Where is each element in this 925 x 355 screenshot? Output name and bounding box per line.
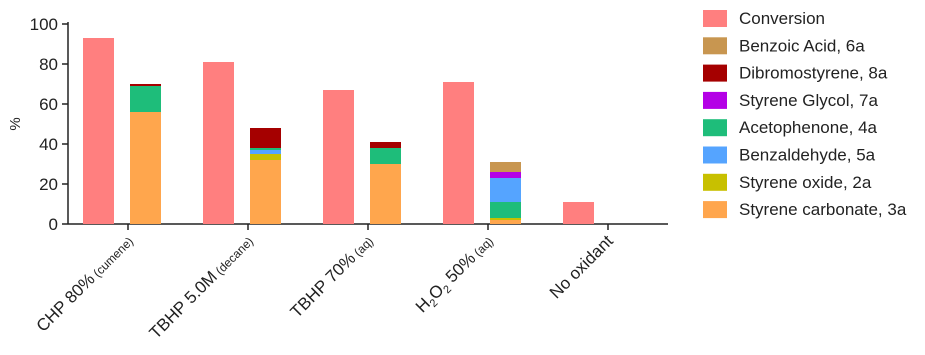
x-category-label: TBHP 70% (aq) <box>287 231 377 321</box>
y-tick-label: 40 <box>39 135 58 154</box>
stacked-bar-segment <box>130 84 161 86</box>
stacked-bar-segment <box>370 148 401 164</box>
stacked-bar-segment <box>490 178 521 202</box>
stacked-bar-segment <box>490 202 521 218</box>
legend-label: Styrene Glycol, 7a <box>739 91 878 110</box>
y-tick-label: 60 <box>39 95 58 114</box>
stacked-bar-segment <box>490 172 521 178</box>
x-category-label: CHP 80% (cumene) <box>33 231 137 335</box>
stacked-bar-segment <box>250 154 281 160</box>
stacked-bar-segment <box>490 162 521 172</box>
conversion-bar <box>203 62 234 224</box>
legend-swatch <box>703 10 727 27</box>
legend-label: Styrene carbonate, 3a <box>739 200 907 219</box>
stacked-bar-segment <box>250 160 281 224</box>
legend-label: Dibromostyrene, 8a <box>739 64 888 83</box>
conversion-bar <box>443 82 474 224</box>
legend-swatch <box>703 201 727 219</box>
stacked-bar-segment <box>490 218 521 220</box>
conversion-bar <box>83 38 114 224</box>
x-category-label: H2O2 50% (aq) <box>412 231 499 318</box>
stacked-bar-segment <box>250 128 281 148</box>
legend-label: Benzoic Acid, 6a <box>739 36 865 55</box>
legend-swatch <box>703 91 727 109</box>
y-tick-label: 20 <box>39 175 58 194</box>
stacked-bar-segment <box>250 150 281 154</box>
stacked-bar-segment <box>130 86 161 112</box>
legend-label: Conversion <box>739 9 825 28</box>
plot-area: 0 20 40 60 80 100% CHP 80% (cumene)TBHP 5.0M (… <box>7 15 668 343</box>
legend-swatch <box>703 119 727 137</box>
legend: Conversion Benzoic Acid, 6a Dibromostyrene… <box>703 9 907 219</box>
legend-swatch <box>703 37 727 55</box>
y-tick-label: 0 <box>49 215 58 234</box>
x-category-label: No oxidant <box>546 231 617 302</box>
legend-swatch <box>703 64 727 82</box>
legend-swatch <box>703 173 727 191</box>
stacked-bar-segment <box>130 112 161 224</box>
stacked-bar-segment <box>370 142 401 148</box>
conversion-bar <box>323 90 354 224</box>
x-category-label: TBHP 5.0M (decane) <box>146 231 257 342</box>
legend-label: Acetophenone, 4a <box>739 118 878 137</box>
stacked-bar-segment <box>250 148 281 150</box>
stacked-bar-segment <box>490 220 521 224</box>
y-tick-label: 80 <box>39 55 58 74</box>
y-tick-label: 100 <box>30 15 58 34</box>
legend-label: Benzaldehyde, 5a <box>739 146 876 165</box>
legend-label: Styrene oxide, 2a <box>739 173 872 192</box>
conversion-bar <box>563 202 594 224</box>
legend-swatch <box>703 146 727 164</box>
stacked-bar-segment <box>370 164 401 224</box>
y-axis-label: % <box>7 117 24 130</box>
